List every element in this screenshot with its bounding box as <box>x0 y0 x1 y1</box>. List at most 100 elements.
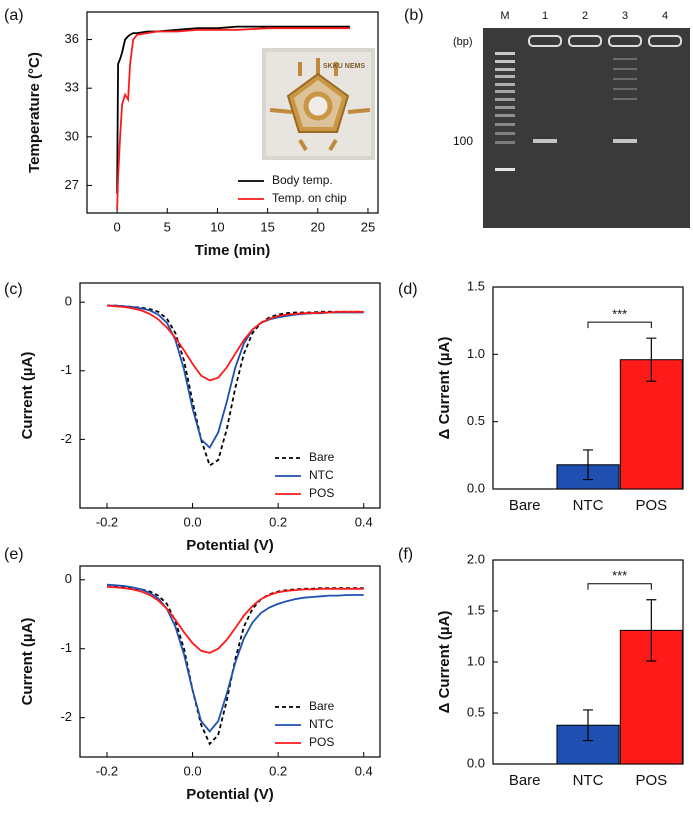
ladder-band <box>495 75 515 78</box>
inset-text: SKKU NEMS <box>323 63 365 70</box>
legend-label: NTC <box>309 468 334 482</box>
ladder-band <box>495 141 515 144</box>
series-line <box>107 304 364 450</box>
gel-well <box>648 35 682 47</box>
x-tick-label: 0.0 <box>184 514 202 529</box>
x-tick-label: Bare <box>509 497 541 514</box>
lane-label: 1 <box>542 10 548 22</box>
y-tick-label: -1 <box>60 640 72 655</box>
gel-well <box>568 35 602 47</box>
smear-band <box>613 78 637 80</box>
x-tick-label: 0 <box>113 219 120 234</box>
smear-band <box>613 88 637 90</box>
inset-trace <box>347 108 371 114</box>
legend-label: Body temp. <box>272 173 333 187</box>
legend-label: POS <box>309 486 334 500</box>
y-axis-label: Δ Current (µA) <box>436 611 453 714</box>
y-tick-label: 0.5 <box>467 413 485 428</box>
series-line <box>106 583 364 733</box>
plot-frame <box>79 282 381 509</box>
x-tick-label: 15 <box>260 219 274 234</box>
error-bar <box>583 449 593 481</box>
plot-frame <box>79 565 381 758</box>
ladder-band <box>495 168 515 171</box>
lane-label: 2 <box>582 10 588 22</box>
y-tick-label: 30 <box>65 128 79 143</box>
lane-label: 3 <box>622 10 628 22</box>
gel-well <box>608 35 642 47</box>
y-tick-label: 1.5 <box>467 602 485 617</box>
ladder-band <box>495 83 515 86</box>
y-tick-label: 0 <box>65 571 72 586</box>
significance-label: *** <box>612 568 627 583</box>
x-axis-label: Time (min) <box>195 242 271 259</box>
y-axis-label: Current (µA) <box>19 352 36 440</box>
x-tick-label: 10 <box>210 219 224 234</box>
significance-bracket <box>587 321 652 329</box>
ladder-band <box>495 106 515 109</box>
smear-band <box>613 58 637 60</box>
inset-trace <box>328 138 338 152</box>
y-tick-label: 1.5 <box>467 278 485 293</box>
ladder-band <box>495 52 515 55</box>
significance-label: *** <box>612 307 627 322</box>
inset-photo: SKKU NEMS <box>262 48 375 160</box>
y-tick-label: 1.0 <box>467 653 485 668</box>
legend-label: POS <box>309 735 334 749</box>
series-line <box>116 25 350 194</box>
significance-bracket <box>587 583 652 590</box>
panel-label: (a) <box>4 7 24 24</box>
y-tick-label: 36 <box>65 31 79 46</box>
y-tick-label: 0.0 <box>467 755 485 770</box>
legend-label: Temp. on chip <box>272 191 347 205</box>
x-tick-label: 0.2 <box>269 763 287 778</box>
x-tick-label: POS <box>635 772 667 789</box>
gel-well <box>528 35 562 47</box>
ladder-band <box>495 68 515 71</box>
y-tick-label: 1.0 <box>467 346 485 361</box>
x-tick-label: -0.2 <box>96 514 118 529</box>
series-line <box>106 304 364 382</box>
x-axis-label: Potential (V) <box>186 786 274 803</box>
panel-label: (e) <box>4 546 24 563</box>
y-tick-label: 33 <box>65 80 79 95</box>
error-bar <box>646 599 657 662</box>
panel-label: (d) <box>398 281 418 298</box>
y-tick-label: 2.0 <box>467 551 485 566</box>
y-tick-label: 0.5 <box>467 704 485 719</box>
y-tick-label: 0.0 <box>467 480 485 495</box>
inset-trace <box>269 108 293 114</box>
legend-label: NTC <box>309 717 334 731</box>
error-bar <box>583 709 593 742</box>
panel-label: (c) <box>4 281 23 298</box>
smear-band <box>613 68 637 70</box>
unit-label: (bp) <box>453 36 473 48</box>
ladder-band <box>495 114 515 117</box>
x-tick-label: POS <box>635 497 667 514</box>
x-tick-label: 20 <box>311 219 325 234</box>
x-tick-label: -0.2 <box>96 763 118 778</box>
target-band <box>613 139 637 143</box>
plot-frame <box>86 11 379 214</box>
ladder-band <box>495 60 515 63</box>
x-tick-label: NTC <box>573 497 604 514</box>
panel-label: (f) <box>398 546 413 563</box>
inset-trace <box>298 138 308 152</box>
x-tick-label: 0.2 <box>269 514 287 529</box>
ladder-band <box>495 98 515 101</box>
smear-band <box>613 98 637 100</box>
legend-label: Bare <box>309 450 335 464</box>
series-line <box>116 27 350 210</box>
y-tick-label: -1 <box>60 362 72 377</box>
series-line <box>107 304 364 467</box>
gel-image <box>483 28 690 228</box>
ladder-band <box>495 90 515 93</box>
x-tick-label: 0.4 <box>355 514 373 529</box>
y-tick-label: 27 <box>65 177 79 192</box>
x-tick-label: 25 <box>361 219 375 234</box>
marker-label: 100 <box>453 134 473 148</box>
panel-label: (b) <box>404 7 424 24</box>
y-tick-label: -2 <box>60 431 72 446</box>
y-axis-label: Δ Current (µA) <box>436 337 453 440</box>
